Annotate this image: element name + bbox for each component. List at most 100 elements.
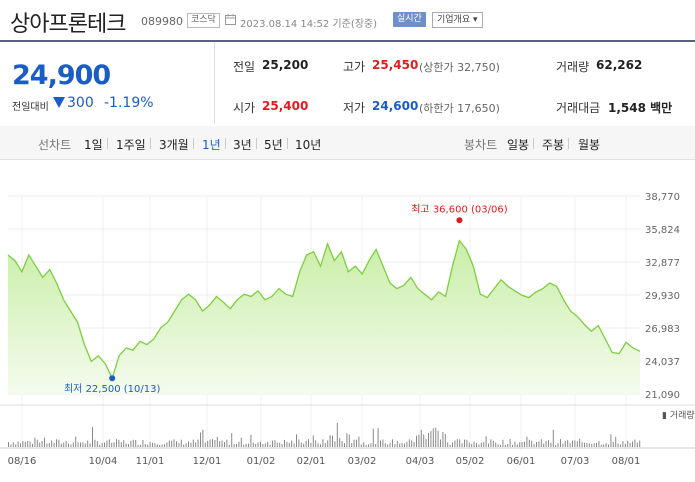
volume-bar	[188, 441, 189, 447]
volume-bar	[425, 438, 427, 447]
volume-bar	[608, 444, 609, 447]
volume-bar	[334, 441, 336, 447]
volume-bar	[375, 444, 377, 447]
volume-bar	[437, 430, 439, 447]
tab-1w[interactable]: 1주일	[116, 138, 146, 152]
volume-label: 거래량	[556, 60, 590, 74]
volume-bar	[548, 440, 549, 447]
volume-bar	[576, 441, 578, 447]
tab-5y[interactable]: 5년	[264, 138, 283, 152]
volume-bar	[550, 442, 552, 447]
volume-bar	[524, 441, 525, 447]
x-tick-label: 08/01	[612, 456, 641, 467]
volume-bar	[226, 439, 228, 447]
volume-bar	[171, 440, 173, 447]
volume-bar	[156, 444, 158, 447]
low-marker	[109, 375, 116, 382]
market-badge: 코스닥	[187, 13, 220, 28]
y-tick-label: 35,824	[645, 225, 680, 236]
volume-bar	[48, 443, 50, 447]
volume-bar	[447, 442, 449, 447]
volume-bar	[89, 443, 91, 447]
volume-bar	[636, 442, 638, 447]
volume-bar	[260, 441, 261, 447]
volume-bar	[197, 439, 199, 447]
volume-bar	[68, 443, 69, 447]
tab-divider	[568, 138, 569, 149]
volume-bar	[394, 444, 396, 447]
volume-bar	[480, 442, 482, 447]
volume-bar	[593, 443, 595, 447]
tab-1y[interactable]: 1년	[202, 138, 221, 152]
volume-bar	[200, 432, 201, 447]
tab-divider	[225, 138, 226, 149]
volume-bar	[360, 444, 362, 447]
high-label: 고가	[343, 60, 366, 74]
volume-bar	[12, 442, 14, 447]
volume-bar	[411, 440, 413, 447]
tab-divider	[150, 138, 151, 149]
volume-bar	[298, 439, 300, 447]
volume-bar	[538, 441, 540, 447]
volume-bar	[159, 445, 161, 447]
volume-bar	[348, 434, 350, 447]
volume-bar	[288, 442, 290, 447]
volume-bar	[272, 440, 273, 447]
realtime-button[interactable]: 실시간	[393, 12, 426, 27]
volume-bar	[557, 443, 559, 447]
volume-bar	[284, 439, 285, 447]
volume-bar	[579, 438, 581, 447]
volume-bar	[341, 441, 343, 447]
volume-bar	[111, 442, 113, 447]
tab-monthly[interactable]: 월봉	[578, 138, 601, 152]
volume-bar	[22, 441, 24, 447]
volume-bar	[39, 442, 41, 447]
volume-bar	[423, 434, 425, 447]
price-summary: 24,900 전일대비 300 -1.19% 전일 25,200 고가 25,4…	[0, 40, 695, 128]
x-tick-label: 07/03	[561, 456, 590, 467]
volume-bar	[514, 441, 516, 447]
volume-bar	[413, 442, 415, 447]
volume-bar	[519, 442, 521, 447]
volume-bar	[128, 444, 129, 447]
volume-bar	[586, 442, 588, 447]
prev-close-value: 25,200	[262, 58, 309, 72]
volume-bar	[344, 443, 345, 447]
volume-bar	[483, 441, 485, 447]
y-tick-label: 29,930	[645, 291, 680, 302]
volume-bar	[15, 444, 17, 447]
volume-bar	[332, 435, 333, 447]
volume-bar	[142, 440, 144, 447]
tab-weekly[interactable]: 주봉	[542, 138, 565, 152]
volume-bar	[41, 441, 43, 447]
volume-bar	[63, 442, 65, 447]
volume-bar	[20, 443, 21, 447]
volume-bar	[617, 443, 619, 447]
volume-bar	[92, 426, 93, 447]
y-tick-label: 26,983	[645, 324, 680, 335]
volume-bar	[108, 439, 110, 447]
volume-bar	[478, 444, 480, 447]
volume-bar	[293, 443, 295, 447]
volume-bar	[408, 439, 410, 447]
volume-bar	[135, 440, 137, 447]
tab-3y[interactable]: 3년	[233, 138, 252, 152]
volume-bar	[264, 443, 266, 447]
volume-bar	[624, 443, 626, 447]
volume-bar	[620, 444, 621, 447]
volume-bar	[363, 442, 365, 447]
volume-bar	[99, 444, 101, 447]
volume-bar	[252, 442, 254, 447]
tab-daily[interactable]: 일봉	[507, 138, 530, 152]
company-overview-button[interactable]: 기업개요 ▾	[432, 12, 483, 28]
tab-1d[interactable]: 1일	[84, 138, 103, 152]
volume-bar	[281, 444, 283, 447]
volume-bar	[502, 439, 504, 447]
volume-bar	[492, 440, 494, 447]
tab-3m[interactable]: 3개월	[159, 138, 189, 152]
volume-bar	[615, 436, 617, 447]
tab-10y[interactable]: 10년	[295, 138, 322, 152]
volume-bar	[473, 441, 475, 447]
volume-bar	[161, 444, 163, 447]
amount-value: 1,548 백만	[608, 101, 673, 115]
